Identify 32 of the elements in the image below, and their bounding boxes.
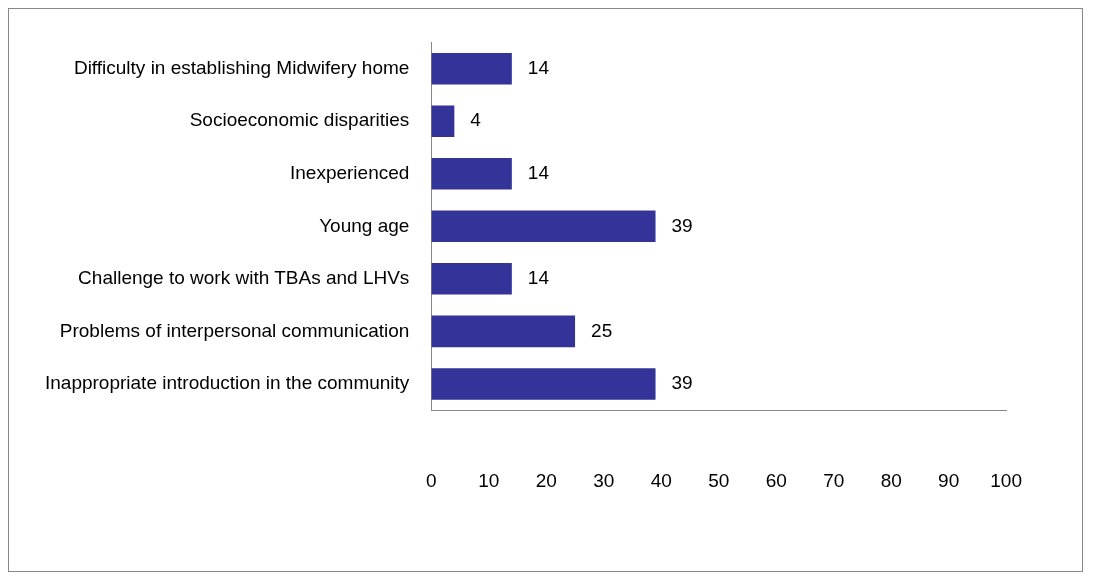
x-tick-label: 10: [478, 469, 500, 491]
y-tick-label: Inappropriate introduction in the community: [44, 372, 410, 394]
x-tick-label: 80: [880, 469, 902, 491]
bar: [431, 368, 656, 400]
y-tick-label: Inexperienced: [289, 161, 410, 183]
data-label: 25: [591, 319, 613, 341]
bar: [431, 105, 455, 137]
x-tick-label: 50: [708, 469, 730, 491]
x-tick-label: 60: [765, 469, 787, 491]
data-label: 14: [527, 161, 550, 183]
x-tick-label: 90: [938, 469, 960, 491]
x-tick-label: 70: [823, 469, 845, 491]
y-tick-label: Problems of interpersonal communication: [59, 319, 410, 341]
bar: [431, 315, 576, 348]
y-tick-label: Challenge to work with TBAs and LHVs: [78, 267, 410, 289]
data-label: 14: [527, 56, 550, 78]
x-tick-label: 100: [990, 469, 1022, 491]
data-label: 14: [527, 267, 550, 289]
bar: [431, 52, 512, 85]
bar: [431, 263, 512, 295]
y-tick-label: Difficulty in establishing Midwifery home: [73, 56, 410, 78]
data-label: 39: [671, 214, 693, 236]
data-label: 4: [470, 109, 482, 131]
data-label: 39: [671, 372, 693, 394]
x-tick-label: 40: [650, 469, 672, 491]
x-tick-label: 0: [426, 469, 437, 491]
y-tick-label: Socioeconomic disparities: [189, 109, 410, 131]
x-tick-label: 20: [535, 469, 557, 491]
x-tick-label: 30: [593, 469, 615, 491]
bar: [431, 210, 656, 243]
y-tick-label: Young age: [319, 214, 410, 236]
bar: [431, 157, 512, 190]
